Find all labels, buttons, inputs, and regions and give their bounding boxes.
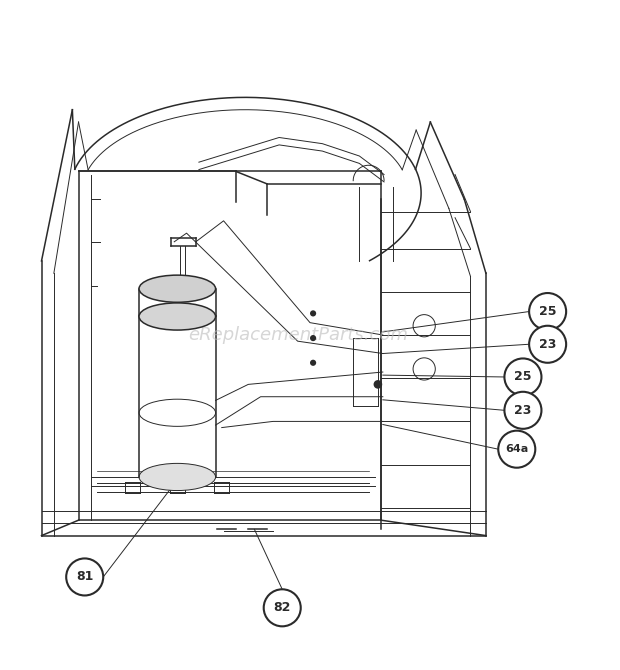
Text: 64a: 64a [505, 444, 528, 454]
Circle shape [310, 335, 316, 341]
Circle shape [529, 326, 566, 362]
Text: eReplacementParts.com: eReplacementParts.com [188, 326, 407, 344]
Circle shape [374, 380, 382, 389]
Circle shape [310, 310, 316, 316]
Circle shape [498, 431, 535, 468]
Circle shape [310, 360, 316, 366]
Text: 81: 81 [76, 570, 94, 584]
Circle shape [505, 358, 541, 395]
Text: 25: 25 [514, 371, 532, 383]
Text: 82: 82 [273, 601, 291, 614]
Circle shape [66, 558, 104, 596]
Ellipse shape [139, 464, 216, 490]
Text: 25: 25 [539, 305, 556, 318]
Ellipse shape [139, 275, 216, 302]
Circle shape [529, 293, 566, 330]
Text: 23: 23 [514, 404, 531, 417]
Ellipse shape [139, 303, 216, 330]
Text: 23: 23 [539, 338, 556, 351]
Circle shape [264, 590, 301, 626]
Circle shape [505, 392, 541, 429]
